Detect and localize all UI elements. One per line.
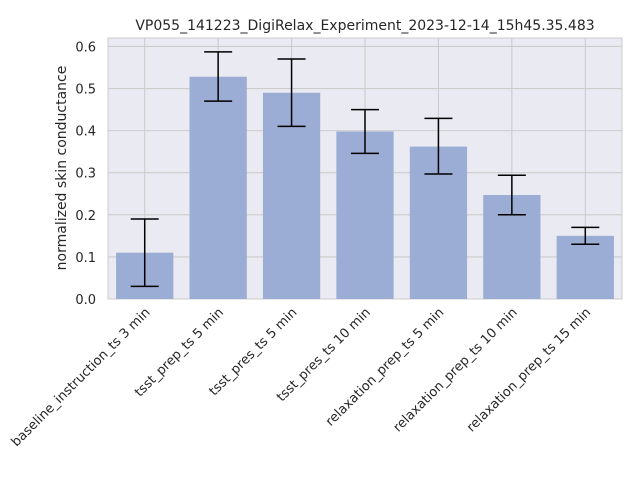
- y-axis-ticks: 0.0 0.1 0.2 0.3 0.4 0.5 0.6: [75, 40, 96, 308]
- chart-title: VP055_141223_DigiRelax_Experiment_2023-1…: [135, 18, 594, 34]
- x-tick-label: relaxation_prep_ts 5 min: [323, 305, 447, 429]
- y-tick-label: 0.4: [75, 125, 96, 140]
- bar: [189, 76, 247, 299]
- x-tick-label: relaxation_prep_ts 15 min: [464, 305, 594, 435]
- y-tick-label: 0.1: [75, 251, 96, 266]
- y-tick-label: 0.2: [75, 209, 96, 224]
- x-tick-label: baseline_instruction_ts 3 min: [9, 305, 154, 450]
- bars: [116, 76, 614, 300]
- x-tick-label: relaxation_prep_ts 10 min: [391, 305, 521, 435]
- bar: [556, 235, 614, 299]
- y-axis-label: normalized skin conductance: [54, 66, 70, 271]
- y-tick-label: 0.3: [75, 167, 96, 182]
- y-tick-label: 0.6: [75, 40, 96, 55]
- y-tick-label: 0.5: [75, 83, 96, 98]
- y-tick-label: 0.0: [75, 293, 96, 308]
- x-axis-ticks: baseline_instruction_ts 3 mintsst_prep_t…: [9, 305, 594, 450]
- bar: [336, 131, 394, 299]
- error-bars: [130, 51, 600, 288]
